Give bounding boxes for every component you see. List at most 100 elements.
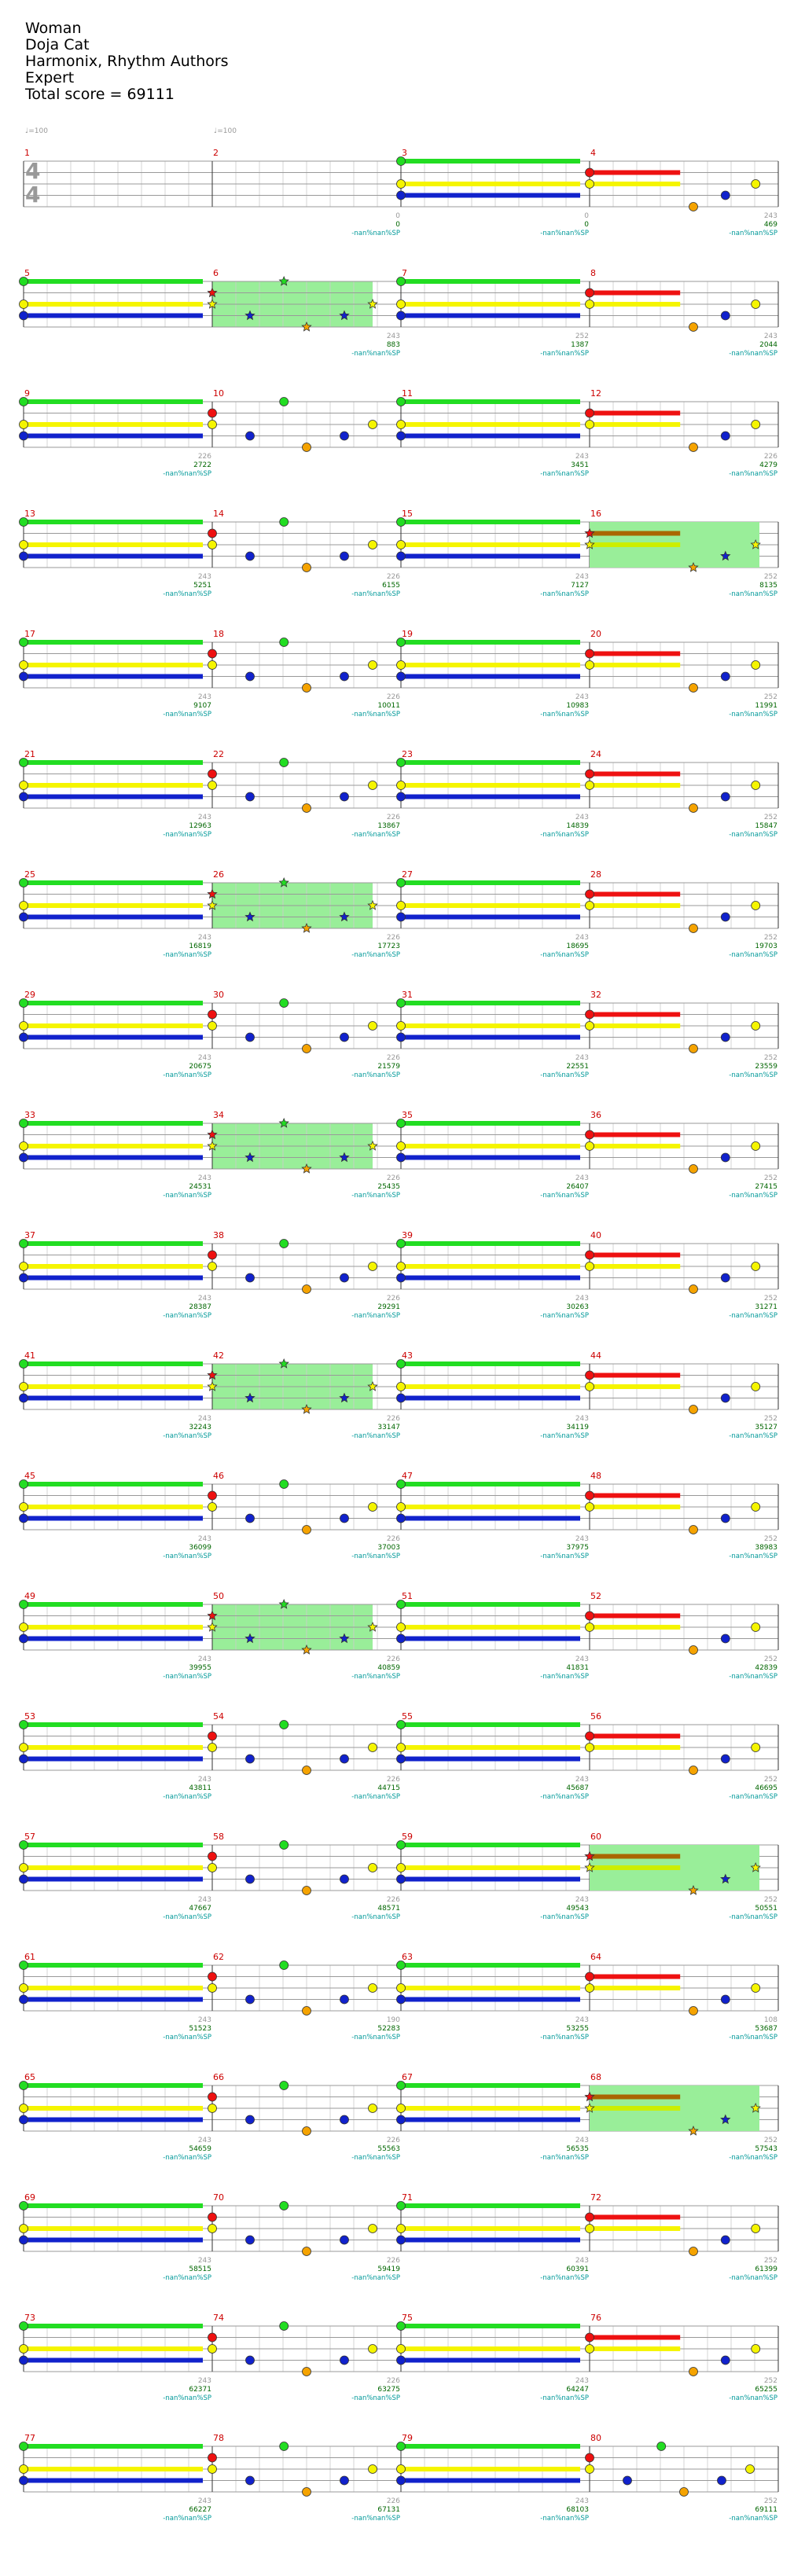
yellow-note — [208, 2104, 217, 2113]
green-note — [19, 2201, 28, 2210]
green-sustain — [401, 520, 580, 524]
measure-number: 54 — [213, 1711, 224, 1722]
measure-count: 108 — [764, 2016, 777, 2024]
blue-note — [19, 912, 28, 922]
measure-count: 226 — [387, 1174, 400, 1182]
blue-sustain — [401, 1516, 580, 1521]
blue-sustain — [401, 193, 580, 198]
measure-count: 226 — [764, 453, 777, 461]
green-note — [19, 1119, 28, 1128]
yellow-note — [751, 1502, 761, 1512]
green-sustain — [24, 1482, 203, 1486]
measure-number: 6 — [213, 268, 219, 278]
blue-sustain — [24, 794, 203, 799]
orange-star-note — [301, 1403, 312, 1414]
star-power-text: -nan%nan%SP — [351, 1432, 400, 1440]
yellow-note — [19, 1863, 28, 1872]
yellow-note — [751, 1262, 761, 1271]
blue-note — [340, 1032, 349, 1042]
blue-note — [623, 2475, 632, 2486]
yellow-note — [19, 1622, 28, 1632]
yellow-sustain — [24, 302, 203, 307]
star-power-text: -nan%nan%SP — [540, 951, 589, 959]
measure-number: 28 — [590, 869, 601, 880]
measure-count: 243 — [198, 814, 211, 821]
yellow-sustain — [24, 663, 203, 667]
green-note — [279, 2321, 289, 2331]
yellow-sustain — [24, 1023, 203, 1028]
green-note — [19, 1359, 28, 1369]
blue-note — [396, 1393, 406, 1403]
red-note — [208, 1250, 217, 1260]
orange-star-note — [301, 1644, 312, 1655]
yellow-sustain — [401, 2106, 580, 2111]
red-note — [208, 769, 217, 779]
measure-score: 54659 — [189, 2145, 211, 2153]
yellow-note — [19, 2464, 28, 2474]
measure-score: 10983 — [566, 702, 589, 710]
orange-note — [679, 2487, 689, 2497]
star-power-text: -nan%nan%SP — [540, 1553, 589, 1560]
measure-count: 243 — [198, 2257, 211, 2265]
red-sustain — [590, 1974, 681, 1979]
yellow-note — [368, 1262, 377, 1271]
green-sustain — [401, 399, 580, 404]
red-note — [585, 1611, 594, 1621]
measure-count: 243 — [198, 693, 211, 701]
measure-score: 37003 — [377, 1544, 400, 1552]
green-sustain — [24, 2444, 203, 2449]
measure-number: 63 — [402, 1952, 413, 1962]
yellow-note — [751, 1382, 761, 1391]
star-power-text: -nan%nan%SP — [351, 711, 400, 718]
star-power-text: -nan%nan%SP — [540, 1793, 589, 1801]
measure-count: 226 — [387, 814, 400, 821]
star-power-text: -nan%nan%SP — [729, 831, 777, 839]
blue-sustain — [401, 553, 580, 559]
yellow-sustain — [590, 302, 681, 307]
measure-score: 69111 — [755, 2506, 777, 2514]
yellow-note — [208, 1021, 217, 1031]
star-power-text: -nan%nan%SP — [729, 1913, 777, 1921]
blue-note — [720, 1633, 730, 1644]
blue-sustain — [401, 2357, 580, 2363]
time-signature-top: 4 — [25, 158, 40, 184]
measure-count: 0 — [395, 212, 400, 220]
green-note — [279, 1720, 289, 1729]
orange-star-note — [301, 321, 312, 332]
green-note — [279, 758, 289, 767]
artist-name: Doja Cat — [25, 36, 90, 53]
yellow-note — [585, 1262, 594, 1271]
orange-note — [689, 924, 698, 933]
red-star-note — [207, 1369, 218, 1380]
measure-number: 7 — [402, 268, 407, 278]
measure-number: 51 — [402, 1591, 413, 1601]
red-sustain — [590, 1373, 681, 1378]
measure-number: 71 — [402, 2192, 413, 2203]
measure-score: 13867 — [377, 822, 400, 830]
measure-score: 32243 — [189, 1424, 211, 1431]
measure-count: 243 — [198, 1054, 211, 1062]
green-sustain — [24, 279, 203, 284]
star-power-text: -nan%nan%SP — [351, 590, 400, 598]
yellow-sustain — [401, 542, 580, 547]
blue-note — [396, 671, 406, 682]
blue-note — [396, 1273, 406, 1283]
star-power-text: -nan%nan%SP — [351, 831, 400, 839]
yellow-note — [585, 1743, 594, 1752]
yellow-note — [208, 781, 217, 790]
yellow-note — [368, 540, 377, 549]
blue-note — [720, 1152, 730, 1163]
measure-score: 67131 — [377, 2506, 400, 2514]
orange-note — [689, 2006, 698, 2016]
yellow-note — [208, 420, 217, 429]
yellow-note — [19, 1262, 28, 1271]
red-sustain — [590, 771, 681, 777]
measure-score: 53687 — [755, 2025, 777, 2033]
blue-sustain — [24, 1275, 203, 1281]
green-star-note — [278, 1117, 289, 1128]
